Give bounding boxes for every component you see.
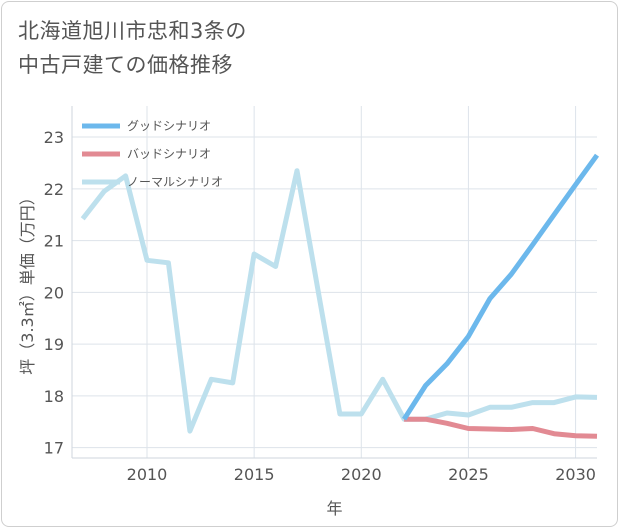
y-axis-ticks: 17 18 19 20 21 22 23 — [44, 128, 64, 458]
legend-label-bad: バッドシナリオ — [127, 147, 211, 161]
y-tick-label-17: 17 — [44, 439, 64, 458]
series-line-bad — [404, 416, 598, 439]
y-tick-label-23: 23 — [44, 128, 64, 147]
y-axis-label: 坪（3.3㎡）単価（万円） — [18, 189, 37, 374]
chart-title-line1: 北海道旭川市忠和3条の — [18, 19, 247, 43]
y-tick-label-18: 18 — [44, 387, 64, 406]
x-tick-label-2020: 2020 — [341, 465, 382, 484]
y-tick-label-20: 20 — [44, 283, 64, 302]
y-tick-label-19: 19 — [44, 335, 64, 354]
x-tick-label-2025: 2025 — [448, 465, 489, 484]
chart-title-line2: 中古戸建ての価格推移 — [18, 53, 233, 77]
grid-lines — [72, 106, 597, 458]
x-axis-label: 年 — [326, 499, 342, 518]
chart-title: 北海道旭川市忠和3条の 中古戸建ての価格推移 — [18, 14, 247, 82]
legend-label-normal: ノーマルシナリオ — [127, 175, 223, 189]
series-line-normal — [80, 168, 598, 434]
x-tick-label-2015: 2015 — [234, 465, 275, 484]
plot-frame — [71, 106, 597, 459]
y-tick-label-22: 22 — [44, 180, 64, 199]
series-lines — [80, 153, 600, 439]
x-tick-label-2010: 2010 — [127, 465, 168, 484]
legend-label-good: グッドシナリオ — [127, 119, 211, 133]
x-axis-ticks: 2010 2015 2020 2025 2030 — [127, 465, 596, 484]
x-tick-label-2030: 2030 — [555, 465, 596, 484]
series-line-good — [401, 153, 600, 421]
y-tick-label-21: 21 — [44, 232, 64, 251]
